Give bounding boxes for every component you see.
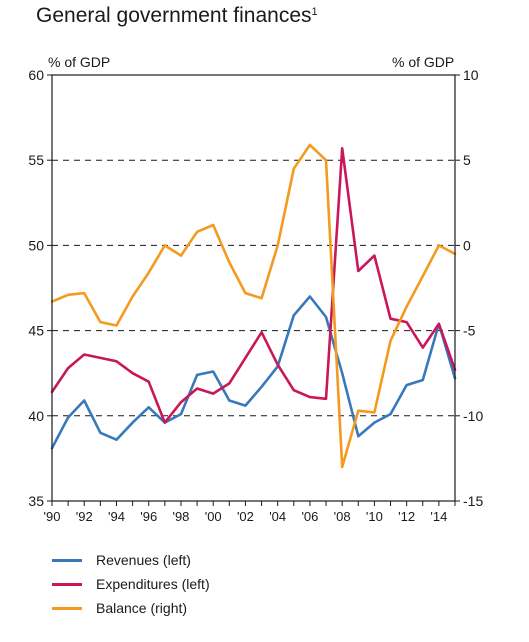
left-axis-unit-label: % of GDP bbox=[48, 54, 111, 70]
left-tick-label: 50 bbox=[28, 237, 44, 253]
right-tick-label: -10 bbox=[463, 408, 483, 424]
legend-label-expenditures: Expenditures (left) bbox=[96, 576, 210, 592]
x-tick-label: '92 bbox=[76, 509, 93, 524]
right-tick-label: 10 bbox=[463, 67, 479, 83]
x-tick-label: '04 bbox=[269, 509, 286, 524]
right-tick-label: 0 bbox=[463, 237, 471, 253]
x-tick-label: '96 bbox=[140, 509, 157, 524]
x-tick-label: '14 bbox=[430, 509, 447, 524]
series-line-balance bbox=[50, 143, 457, 469]
series-line-expenditures bbox=[50, 147, 457, 424]
x-tick-label: '06 bbox=[301, 509, 318, 524]
x-tick-label: '12 bbox=[398, 509, 415, 524]
legend-item-expenditures: Expenditures (left) bbox=[52, 572, 210, 596]
left-tick-label: 55 bbox=[28, 152, 44, 168]
x-tick-label: '98 bbox=[172, 509, 189, 524]
chart-title: General government finances1 bbox=[36, 4, 318, 27]
legend: Revenues (left) Expenditures (left) Balanc… bbox=[52, 548, 210, 620]
title-footnote: 1 bbox=[311, 6, 318, 18]
left-tick-label: 40 bbox=[28, 408, 44, 424]
left-tick-label: 45 bbox=[28, 323, 44, 339]
legend-swatch-revenues bbox=[52, 558, 82, 562]
gridlines bbox=[52, 159, 455, 417]
right-tick-label: -15 bbox=[463, 493, 483, 509]
legend-swatch-balance bbox=[52, 606, 82, 610]
series-line-revenues bbox=[50, 295, 457, 450]
left-tick-label: 35 bbox=[28, 493, 44, 509]
legend-swatch-expenditures bbox=[52, 582, 82, 586]
right-tick-label: 5 bbox=[463, 152, 471, 168]
x-tick-label: '90 bbox=[44, 509, 61, 524]
series-lines bbox=[50, 143, 457, 469]
line-chart: 35 40 45 50 55 60 -15 -10 -5 0 5 10 '90 '92 '94 '96 '98 '… bbox=[28, 67, 483, 524]
legend-item-balance: Balance (right) bbox=[52, 596, 210, 620]
plot-frame bbox=[51, 74, 456, 502]
x-tick-label: '10 bbox=[366, 509, 383, 524]
x-tick-label: '94 bbox=[108, 509, 125, 524]
axis-ticks: 35 40 45 50 55 60 -15 -10 -5 0 5 10 '90 '92 '94 '96 '98 '… bbox=[28, 67, 483, 524]
x-tick-label: '02 bbox=[237, 509, 254, 524]
left-tick-label: 60 bbox=[28, 67, 44, 83]
right-axis-unit-label: % of GDP bbox=[392, 54, 455, 70]
x-tick-label: '08 bbox=[334, 509, 351, 524]
legend-label-revenues: Revenues (left) bbox=[96, 552, 191, 568]
legend-item-revenues: Revenues (left) bbox=[52, 548, 210, 572]
x-tick-label: '00 bbox=[205, 509, 222, 524]
right-tick-label: -5 bbox=[463, 323, 476, 339]
legend-label-balance: Balance (right) bbox=[96, 600, 188, 616]
